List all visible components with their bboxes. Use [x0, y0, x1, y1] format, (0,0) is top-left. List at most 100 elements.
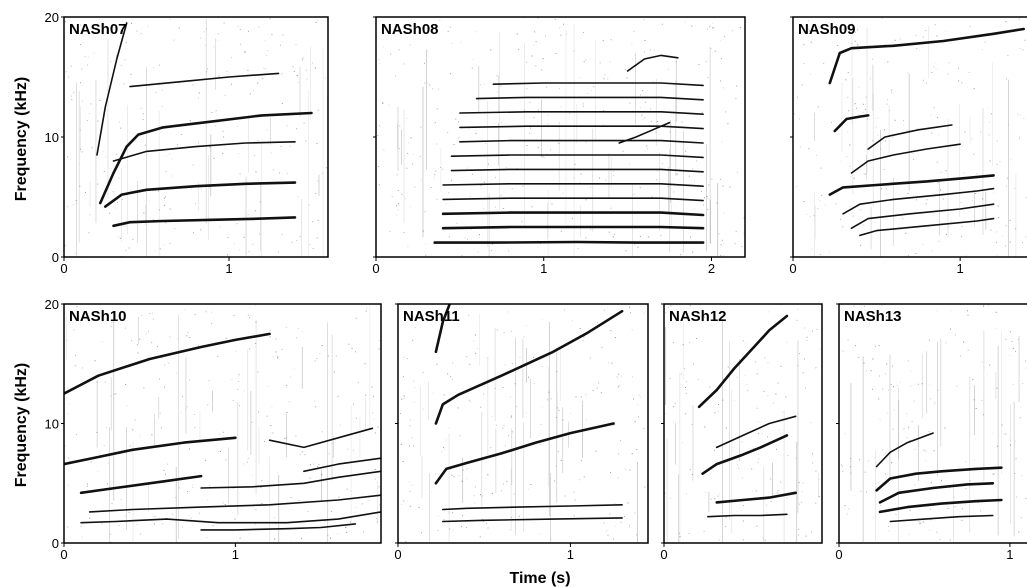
- harmonic-contour: [64, 436, 237, 466]
- harmonic-contour: [701, 434, 789, 476]
- noise-texture: [665, 319, 819, 543]
- y-tick-label: 0: [52, 250, 59, 265]
- harmonic-contour: [459, 139, 704, 144]
- harmonic-contour: [626, 54, 679, 72]
- x-tick-label: 1: [232, 547, 239, 562]
- harmonic-contour: [618, 121, 671, 144]
- panel-title: NASh11: [403, 308, 460, 325]
- spectrogram-area: [64, 305, 381, 543]
- harmonic-contour: [200, 523, 357, 531]
- harmonic-contour: [434, 304, 452, 354]
- harmonic-contour: [459, 111, 704, 115]
- noise-specks: [64, 18, 328, 257]
- harmonic-contour: [200, 470, 381, 489]
- harmonic-contour: [715, 491, 798, 504]
- noise-specks: [793, 17, 1027, 257]
- harmonic-contour: [475, 96, 704, 101]
- harmonic-contour: [433, 240, 705, 244]
- harmonic-contour: [828, 174, 995, 196]
- y-tick-label: 20: [45, 10, 59, 25]
- panel-title: NASh07: [69, 21, 127, 38]
- panel-title: NASh13: [844, 308, 902, 325]
- harmonic-contour: [842, 187, 995, 215]
- harmonic-contour: [875, 432, 934, 468]
- noise-specks: [64, 305, 381, 543]
- harmonic-contour: [707, 513, 788, 518]
- x-tick-label: 1: [957, 261, 964, 276]
- x-tick-label: 0: [60, 547, 67, 562]
- harmonic-contour: [697, 314, 789, 409]
- harmonic-contour: [303, 457, 381, 473]
- panel-nash12: NASh12 0: [660, 303, 823, 562]
- harmonic-contour: [441, 517, 623, 523]
- x-tick-label: 1: [225, 261, 232, 276]
- x-tick-label: 1: [567, 547, 574, 562]
- panel-nash11: NASh11 0 1: [394, 303, 649, 562]
- noise-specks: [377, 17, 745, 257]
- spectrogram-area: [793, 17, 1027, 257]
- y-tick-label: 20: [45, 297, 59, 312]
- harmonic-contour: [129, 72, 280, 88]
- harmonic-contour: [889, 514, 994, 523]
- harmonic-contour: [450, 168, 704, 173]
- y-axis-title-top: Frequency (kHz): [13, 77, 30, 201]
- noise-texture: [850, 331, 1020, 543]
- harmonic-contour: [104, 181, 297, 208]
- x-tick-label: 2: [708, 261, 715, 276]
- x-tick-label: 0: [372, 261, 379, 276]
- harmonic-contour: [867, 124, 953, 150]
- spectrogram-area: [64, 18, 328, 257]
- x-tick-label: 0: [835, 547, 842, 562]
- harmonic-contour: [442, 197, 704, 202]
- harmonic-contour: [442, 183, 704, 187]
- harmonic-contour: [64, 332, 271, 395]
- x-tick-label: 0: [394, 547, 401, 562]
- panel-title: NASh12: [669, 308, 727, 325]
- noise-texture: [66, 306, 379, 543]
- harmonic-contour: [459, 125, 704, 130]
- harmonic-contour: [859, 217, 995, 237]
- harmonic-contour: [112, 216, 297, 228]
- panel-title: NASh10: [69, 308, 127, 325]
- spectrogram-area: [377, 17, 745, 257]
- noise-specks: [664, 304, 821, 541]
- spectrogram-area: [840, 304, 1027, 543]
- harmonic-contour: [96, 22, 128, 156]
- harmonic-contour: [441, 211, 705, 217]
- harmonic-contour: [268, 427, 374, 449]
- spectrogram-area: [399, 304, 648, 543]
- panel-frame: [375, 16, 746, 258]
- x-tick-label: 0: [660, 547, 667, 562]
- panel-frame: [663, 303, 823, 544]
- y-tick-label: 0: [52, 536, 59, 551]
- y-tick-label: 10: [45, 130, 59, 145]
- harmonic-contour: [441, 503, 623, 511]
- noise-texture: [397, 24, 719, 257]
- harmonic-contour: [450, 154, 704, 159]
- spectrogram-area: [664, 304, 821, 543]
- panel-title: NASh09: [798, 21, 856, 38]
- harmonic-contour: [492, 82, 704, 87]
- harmonic-contour: [441, 225, 705, 230]
- harmonic-contour: [850, 203, 995, 229]
- panel-title: NASh08: [381, 21, 439, 38]
- harmonic-contour: [833, 114, 870, 133]
- harmonic-contour: [79, 474, 203, 495]
- panel-nash08: NASh08 0 1 2: [372, 16, 746, 276]
- harmonic-contour: [850, 143, 961, 174]
- harmonic-contour: [875, 466, 1003, 492]
- noise-specks: [840, 304, 1027, 541]
- x-tick-label: 0: [60, 261, 67, 276]
- x-tick-label: 1: [1006, 547, 1013, 562]
- panel-frame: [838, 303, 1027, 544]
- noise-texture: [814, 21, 1017, 257]
- harmonic-contour: [878, 498, 1003, 514]
- panel-nash13: NASh13 0 1: [835, 303, 1027, 562]
- harmonic-contour: [715, 415, 797, 449]
- x-axis-title: Time (s): [509, 570, 570, 587]
- harmonic-contour: [434, 422, 615, 485]
- x-tick-label: 0: [789, 261, 796, 276]
